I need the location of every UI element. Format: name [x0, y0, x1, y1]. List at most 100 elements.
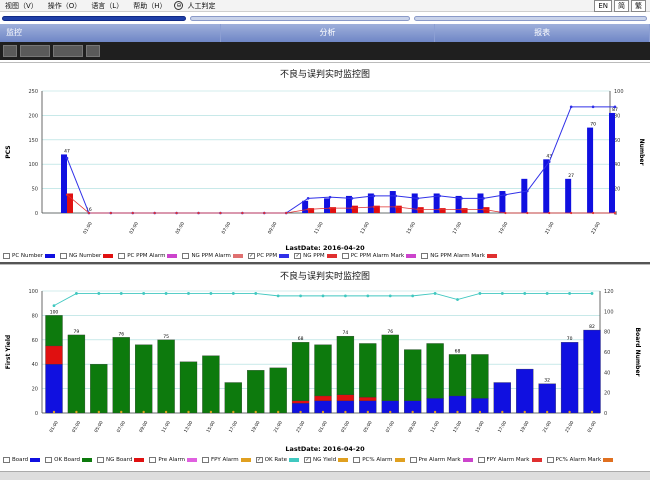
ng-ppm-point [219, 211, 222, 215]
menu-view[interactable]: 视图（V） [5, 1, 38, 10]
ok-rate-point [590, 292, 594, 295]
x-tick-label: 07:00 [116, 420, 128, 434]
y-tick-label: 0 [35, 411, 38, 417]
legend-swatch [82, 458, 93, 462]
legend-checkbox[interactable] [477, 457, 485, 463]
ok-rate-point [344, 294, 347, 298]
circle-icon[interactable]: ⊖ [174, 1, 184, 10]
legend-checkbox[interactable] [421, 253, 429, 259]
menu-language[interactable]: 语言（L） [91, 1, 124, 10]
y-tick-label: 20 [32, 387, 38, 393]
ng-ppm-point [328, 207, 332, 210]
toolbar-button-2[interactable] [20, 45, 50, 57]
legend-item[interactable]: NG Board [97, 457, 145, 463]
ok-rate-point [568, 292, 571, 295]
legend-checkbox[interactable] [118, 253, 126, 259]
legend-checkbox[interactable] [202, 457, 210, 463]
legend-checkbox[interactable]: ✓ [294, 253, 302, 259]
pc-ppm-point [504, 193, 507, 196]
x-tick-label: 19:00 [519, 420, 531, 434]
legend-item[interactable]: NG Number [60, 253, 114, 259]
menu-operation[interactable]: 操作（O） [47, 1, 82, 10]
legend-swatch [279, 254, 290, 258]
legend-item[interactable]: OK Board [45, 457, 93, 463]
lang-simplified-button[interactable]: 简 [614, 0, 629, 12]
alarm-mark [433, 410, 437, 414]
legend-checkbox[interactable] [3, 253, 10, 259]
x-tick-label: 03:00 [128, 221, 140, 235]
chart-panel-ppm: 不良与误判实时监控图 0 50 100 150 200 250 0 20 40 60 80 100 PC… [0, 62, 650, 262]
legend-item[interactable]: NG PPM Alarm [182, 253, 243, 259]
tab-monitor[interactable]: 监控 [0, 24, 221, 42]
legend-item[interactable]: ✓ OK Rate [255, 457, 299, 463]
legend-swatch [338, 458, 349, 462]
ng-ppm-point [241, 211, 244, 215]
ok-board-bar [179, 361, 198, 414]
legend-swatch [531, 458, 542, 462]
toolbar-button-3[interactable] [53, 45, 83, 57]
y-tick-label: 200 [28, 113, 38, 119]
legend-checkbox[interactable] [60, 253, 67, 259]
legend-checkbox[interactable]: ✓ [255, 457, 263, 463]
ok-rate-point [299, 294, 302, 298]
ok-board-bar [426, 343, 444, 399]
legend-label: PC PPM Alarm [127, 253, 166, 259]
legend-item[interactable]: ✓ NG Yield [303, 457, 349, 463]
legend-checkbox[interactable]: ✓ [247, 253, 255, 259]
legend-item[interactable]: FPY Alarm [202, 457, 251, 463]
lang-traditional-button[interactable]: 繁 [631, 0, 646, 12]
board-bar [538, 383, 556, 414]
ng-ppm-point [285, 211, 288, 215]
legend-item[interactable]: PC% Alarm [353, 457, 405, 463]
legend-item[interactable]: PC Number [3, 253, 55, 259]
x-tick-label: 01:00 [48, 420, 60, 434]
pc-bar [455, 195, 462, 213]
pc-bar [499, 191, 506, 213]
legend-item[interactable]: Board [3, 457, 41, 463]
tab-report[interactable]: 报表 [435, 24, 650, 42]
board-bar [516, 368, 534, 414]
legend-checkbox[interactable] [409, 457, 417, 463]
y-axis-label: PCS [5, 145, 12, 158]
data-label: 68 [455, 348, 461, 354]
lang-en-button[interactable]: EN [594, 0, 612, 12]
manual-judge-button[interactable]: 人工判定 [187, 1, 216, 10]
legend-item[interactable]: ✓ PC PPM [247, 253, 290, 259]
legend-item[interactable]: FPY Alarm Mark [477, 457, 542, 463]
x-tick-label: 03:00 [340, 420, 352, 434]
legend-checkbox[interactable] [546, 457, 554, 463]
ng-ppm-point [175, 211, 178, 215]
ok-rate-point [231, 292, 235, 295]
legend-item[interactable]: PC PPM Alarm Mark [341, 253, 417, 259]
legend-item[interactable]: PC% Alarm Mark [546, 457, 614, 463]
toolbar-button-4[interactable] [86, 45, 100, 57]
legend-checkbox[interactable]: ✓ [303, 457, 311, 463]
legend-checkbox[interactable] [45, 457, 53, 463]
legend-checkbox[interactable] [182, 253, 190, 259]
ok-board-bar [404, 349, 422, 401]
ng-ppm-point [65, 193, 69, 196]
pc-bar [345, 195, 352, 213]
legend-checkbox[interactable] [3, 457, 10, 463]
x-tick-label: 19:00 [498, 221, 510, 235]
legend-item[interactable]: Pre Alarm [149, 457, 198, 463]
menu-help[interactable]: 帮助（H） [133, 1, 167, 10]
ok-rate-point [75, 292, 78, 295]
legend-item[interactable]: NG PPM Alarm Mark [421, 253, 497, 259]
legend-checkbox[interactable] [353, 457, 361, 463]
x-tick-label: 21:00 [273, 420, 285, 434]
nav-bar: 监控 分析 报表 [0, 24, 650, 42]
legend-item[interactable]: PC PPM Alarm [118, 253, 178, 259]
legend-checkbox[interactable] [97, 457, 105, 463]
chart1-legend: PC Number NG Number PC PPM Alarm NG PPM Ala… [0, 250, 650, 262]
legend-checkbox[interactable] [341, 253, 349, 259]
x-tick-label: 11:00 [429, 420, 441, 434]
tab-analysis[interactable]: 分析 [221, 24, 436, 42]
y2-tick-label: 80 [614, 113, 620, 119]
toolbar-button-1[interactable] [3, 45, 17, 57]
legend-item[interactable]: Pre Alarm Mark [409, 457, 473, 463]
ng-board-bar [45, 345, 63, 365]
legend-item[interactable]: ✓ NG PPM [294, 253, 337, 259]
legend-label: NG Board [106, 457, 133, 463]
legend-checkbox[interactable] [149, 457, 157, 463]
